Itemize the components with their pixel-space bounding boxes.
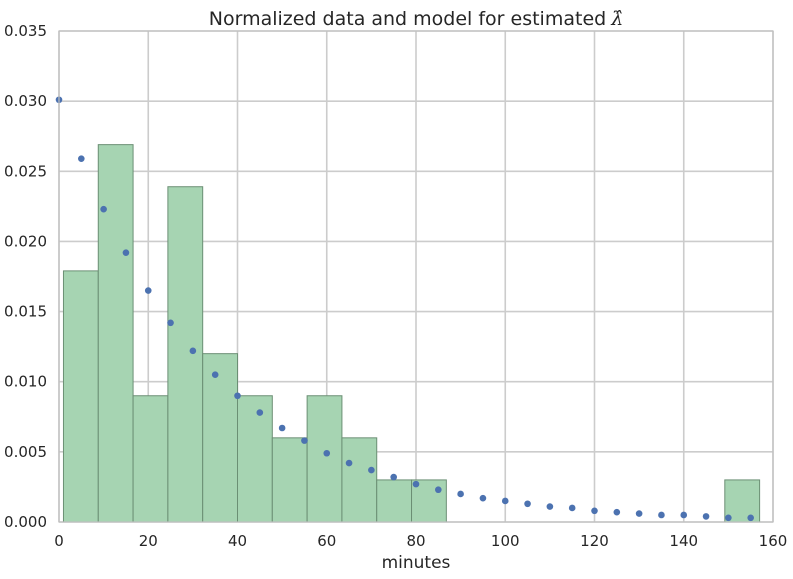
histogram-bar <box>167 186 204 523</box>
x-tick-labels: 0 20 40 60 80 100 120 140 160 <box>54 532 787 550</box>
model-point <box>680 511 688 519</box>
y-tick-labels: 0.000 0.005 0.010 0.015 0.020 0.025 0.030 0.035 <box>4 22 47 531</box>
y-tick-label: 0.015 <box>4 303 47 321</box>
model-point <box>591 507 598 515</box>
x-tick-label: 100 <box>491 532 520 550</box>
model-point <box>390 473 397 481</box>
model-point <box>702 513 710 520</box>
model-point <box>211 371 219 379</box>
model-point <box>524 500 531 508</box>
histogram-bar <box>202 353 239 523</box>
x-axis-label: minutes <box>382 553 451 573</box>
chart-title-symbol: λ̂ <box>610 8 623 30</box>
model-point <box>234 392 241 400</box>
model-point <box>747 514 754 522</box>
x-tick-label: 160 <box>759 532 788 550</box>
model-point <box>100 205 107 213</box>
model-point <box>501 497 509 505</box>
model-point <box>435 486 442 494</box>
model-point <box>301 437 308 444</box>
model-point <box>725 514 732 522</box>
chart-title: Normalized data and model for estimated λ… <box>209 8 624 30</box>
model-point <box>323 449 331 457</box>
x-tick-label: 60 <box>317 532 336 550</box>
chart-title-text: Normalized data and model for estimated <box>209 8 606 30</box>
model-point <box>167 319 174 327</box>
model-point <box>479 494 487 502</box>
model-point <box>189 347 197 355</box>
y-tick-label: 0.025 <box>4 162 47 180</box>
x-tick-label: 40 <box>228 532 247 550</box>
x-tick-label: 120 <box>580 532 609 550</box>
x-tick-label: 80 <box>406 532 425 550</box>
histogram-bar <box>132 395 169 523</box>
y-tick-label: 0.030 <box>4 92 47 110</box>
model-point <box>78 155 85 162</box>
model-point <box>256 409 264 416</box>
y-tick-label: 0.005 <box>4 443 47 461</box>
model-point <box>278 424 286 432</box>
histogram-bar <box>97 144 134 523</box>
model-point <box>546 503 554 510</box>
model-point <box>568 504 576 512</box>
x-tick-label: 140 <box>669 532 698 550</box>
model-point <box>457 490 464 498</box>
model-points <box>55 96 754 522</box>
model-point <box>613 508 621 516</box>
histogram-bar <box>271 437 308 523</box>
y-tick-label: 0.035 <box>4 22 47 40</box>
x-tick-label: 0 <box>54 532 64 550</box>
model-point <box>345 459 353 467</box>
histogram-bar <box>376 479 413 523</box>
model-point <box>144 287 152 294</box>
model-point <box>635 510 643 517</box>
model-point <box>122 249 130 256</box>
histogram-bar <box>237 395 273 523</box>
y-tick-label: 0.020 <box>4 232 47 250</box>
model-point <box>368 466 375 474</box>
histogram-bar <box>62 270 99 523</box>
model-point <box>658 511 665 519</box>
histogram-bar <box>306 395 343 523</box>
y-tick-label: 0.000 <box>4 513 47 531</box>
x-tick-label: 20 <box>139 532 158 550</box>
model-point <box>412 480 420 488</box>
y-tick-label: 0.010 <box>4 373 47 391</box>
histogram-bar <box>341 437 378 523</box>
histogram-bar <box>724 479 761 523</box>
axes-frame <box>58 30 774 523</box>
